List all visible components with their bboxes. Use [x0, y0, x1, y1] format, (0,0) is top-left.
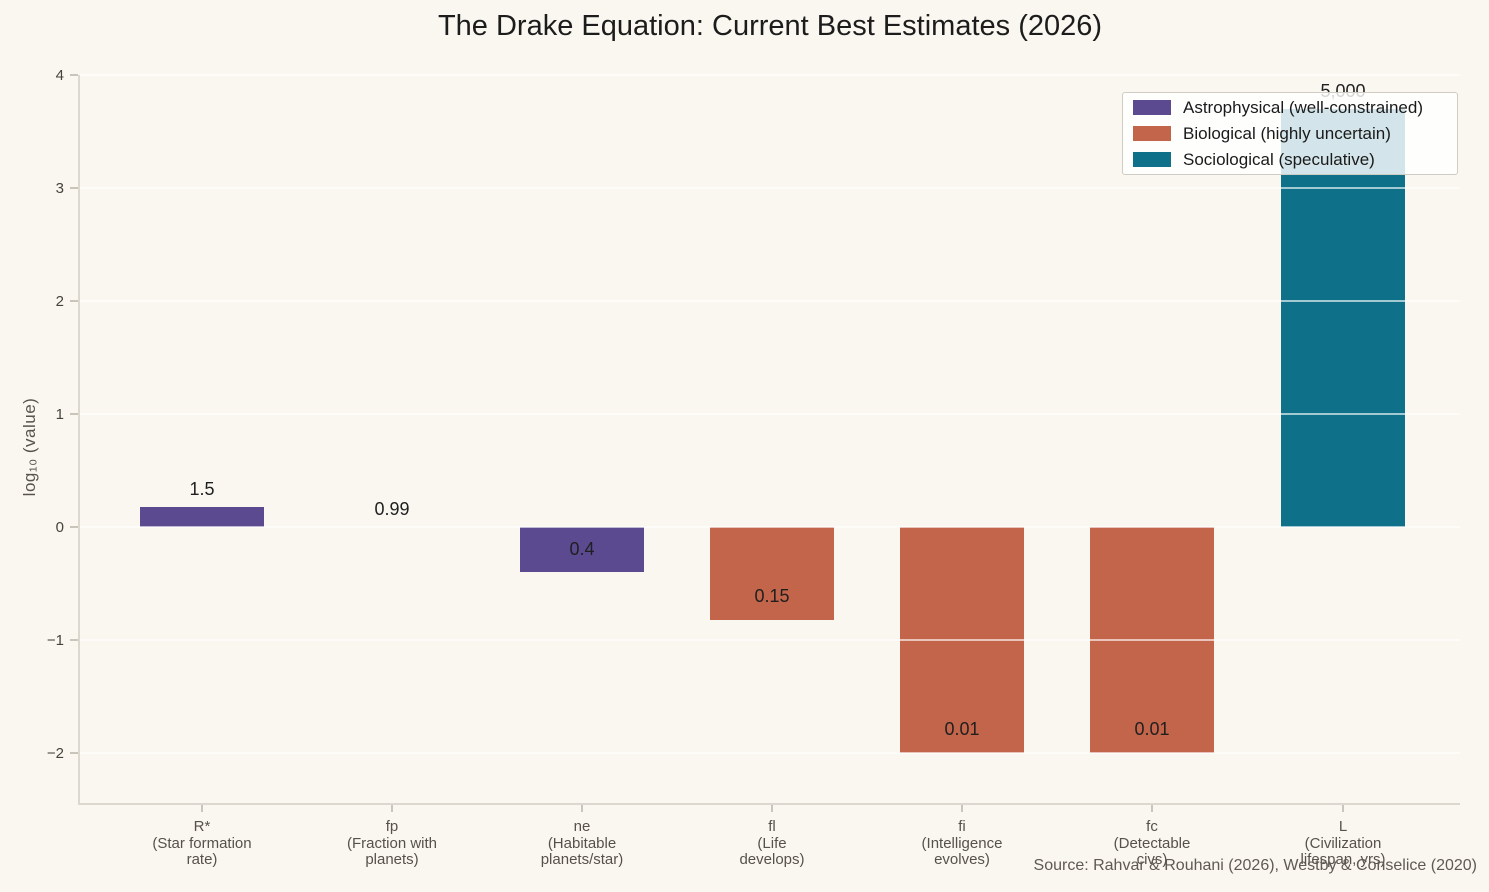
bar-value-label-fl: 0.15 — [754, 586, 790, 607]
x-tick-label-line: (Detectable — [1113, 834, 1191, 852]
gridline-y4 — [80, 74, 1460, 76]
x-tick-mark — [201, 805, 203, 812]
x-tick-mark — [1151, 805, 1153, 812]
x-tick-mark — [771, 805, 773, 812]
x-tick-label-ne: ne (Habitable planets/star) — [487, 818, 677, 869]
x-tick-label-line: (Civilization — [1304, 834, 1382, 852]
bar-value-label-fc: 0.01 — [1134, 719, 1170, 739]
legend-swatch-sociological — [1133, 152, 1171, 167]
legend-item-biological: Biological (highly uncertain) — [1133, 124, 1447, 144]
x-tick-label-line: R* — [193, 818, 211, 835]
legend-swatch-biological — [1133, 126, 1171, 141]
x-tick-label-line: evolves) — [934, 851, 990, 868]
y-tick-label: 2 — [55, 293, 64, 310]
y-tick-mark — [70, 752, 78, 754]
legend-label: Biological (highly uncertain) — [1183, 123, 1391, 143]
x-tick-label-line: (Star formation — [152, 834, 252, 852]
x-tick-mark — [581, 805, 583, 812]
y-tick-mark — [70, 639, 78, 641]
x-tick-mark — [961, 805, 963, 812]
gridline-y−2 — [80, 752, 1460, 754]
legend-item-astrophysical: Astrophysical (well-constrained) — [1133, 98, 1447, 118]
x-tick-label-line: L — [1338, 818, 1348, 835]
y-tick-mark — [70, 74, 78, 76]
x-tick-label-line: (Fraction with — [346, 834, 438, 852]
bar-value-label-fi: 0.01 — [944, 719, 980, 739]
y-tick-label: −2 — [46, 745, 64, 762]
gridline-y0 — [80, 526, 1460, 528]
gridline-y2 — [80, 300, 1460, 302]
x-tick-label-line: (Habitable — [547, 834, 617, 852]
x-tick-label-line: planets/star) — [540, 851, 624, 868]
y-tick-label: −1 — [46, 632, 64, 649]
bar-fl — [710, 527, 834, 621]
bar-L — [1281, 109, 1405, 527]
y-tick-label: 4 — [55, 67, 64, 84]
x-tick-label-line: develops) — [739, 851, 805, 868]
x-tick-label-line: lifespan, yrs) — [1300, 851, 1386, 868]
x-tick-label-line: ne — [573, 818, 591, 835]
x-tick-label-line: fc — [1146, 818, 1158, 835]
legend-item-sociological: Sociological (speculative) — [1133, 150, 1447, 170]
x-tick-label-fl: fl (Life develops) — [677, 818, 867, 869]
x-tick-label-line: fl — [768, 818, 776, 835]
x-axis-spine — [78, 803, 1460, 805]
bar-value-label-ne: 0.4 — [569, 539, 595, 560]
gridline-y1 — [80, 413, 1460, 415]
y-tick-label: 3 — [55, 180, 64, 197]
x-tick-label-L: L (Civilization lifespan, yrs) — [1248, 818, 1438, 869]
x-tick-label-line: planets) — [365, 851, 419, 868]
x-tick-label-line: civs) — [1136, 851, 1168, 868]
x-tick-label-R*: R* (Star formation rate) — [107, 818, 297, 869]
y-tick-mark — [70, 413, 78, 415]
gridline-y3 — [80, 187, 1460, 189]
x-tick-label-fp: fp (Fraction with planets) — [297, 818, 487, 869]
y-tick-mark — [70, 187, 78, 189]
y-tick-mark — [70, 526, 78, 528]
y-axis-spine — [78, 75, 80, 803]
y-tick-label: 0 — [55, 519, 64, 536]
bar-R* — [140, 507, 264, 527]
y-tick-label: 1 — [55, 406, 64, 423]
chart-title: The Drake Equation: Current Best Estimat… — [437, 10, 1103, 42]
source-caption: Source: Rahvar & Rouhani (2026), Westby … — [1033, 857, 1477, 874]
bar-value-label-R*: 1.5 — [189, 479, 215, 500]
legend-label: Astrophysical (well-constrained) — [1183, 97, 1423, 117]
x-tick-label-line: rate) — [186, 851, 218, 868]
x-tick-label-line: fi — [958, 818, 966, 835]
x-tick-label-line: fp — [385, 818, 399, 835]
bar-value-label-fp: 0.99 — [374, 499, 410, 519]
gridline-y−1 — [80, 639, 1460, 641]
x-tick-mark — [1342, 805, 1344, 812]
x-tick-mark — [391, 805, 393, 812]
legend-label: Sociological (speculative) — [1183, 149, 1375, 169]
y-tick-mark — [70, 300, 78, 302]
x-tick-label-fc: fc (Detectable civs) — [1057, 818, 1247, 869]
x-tick-label-fi: fi (Intelligence evolves) — [867, 818, 1057, 869]
x-tick-label-line: (Life — [757, 834, 787, 852]
legend: Astrophysical (well-constrained) Biologi… — [1122, 92, 1458, 175]
legend-swatch-astrophysical — [1133, 100, 1171, 115]
bar-ne — [520, 527, 644, 572]
x-tick-label-line: (Intelligence — [921, 834, 1003, 852]
